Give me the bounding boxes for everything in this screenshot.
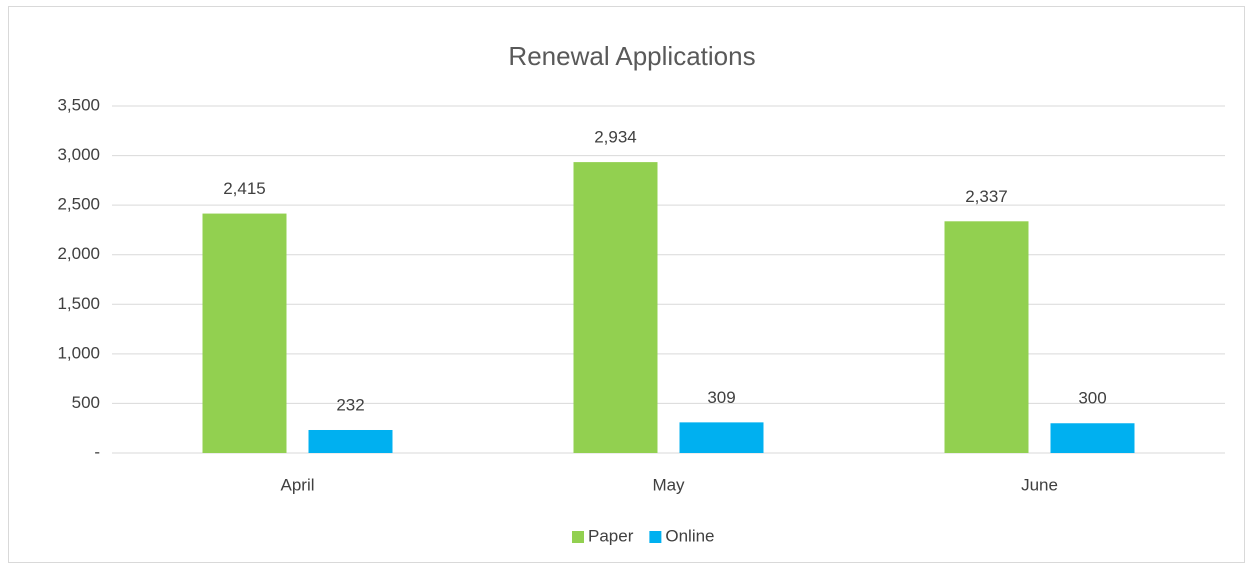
x-tick-label: June bbox=[1021, 475, 1058, 494]
x-tick-label: May bbox=[652, 475, 685, 494]
data-label: 2,337 bbox=[965, 187, 1008, 206]
data-label: 300 bbox=[1078, 389, 1106, 408]
legend-swatch bbox=[649, 531, 662, 543]
y-tick-label: 1,500 bbox=[57, 294, 100, 313]
y-tick-label: 500 bbox=[72, 393, 100, 412]
bar bbox=[202, 213, 287, 453]
data-label: 2,934 bbox=[594, 128, 637, 147]
y-tick-label: 2,500 bbox=[57, 195, 100, 214]
legend-label: Paper bbox=[588, 526, 634, 545]
legend-label: Online bbox=[665, 526, 714, 545]
y-tick-label: 2,000 bbox=[57, 244, 100, 263]
data-label: 232 bbox=[336, 395, 364, 414]
bar bbox=[944, 221, 1029, 453]
y-tick-label: 3,500 bbox=[57, 95, 100, 114]
legend-swatch bbox=[572, 531, 584, 543]
data-label: 309 bbox=[707, 388, 735, 407]
data-label: 2,415 bbox=[223, 179, 266, 198]
y-tick-label: 1,000 bbox=[57, 343, 100, 362]
y-tick-label: - bbox=[94, 442, 100, 461]
chart-title: Renewal Applications bbox=[508, 41, 755, 71]
y-tick-label: 3,000 bbox=[57, 145, 100, 164]
bar bbox=[573, 162, 658, 453]
bar bbox=[679, 422, 764, 453]
x-tick-label: April bbox=[280, 475, 314, 494]
bar bbox=[308, 429, 393, 453]
bar bbox=[1050, 423, 1135, 453]
